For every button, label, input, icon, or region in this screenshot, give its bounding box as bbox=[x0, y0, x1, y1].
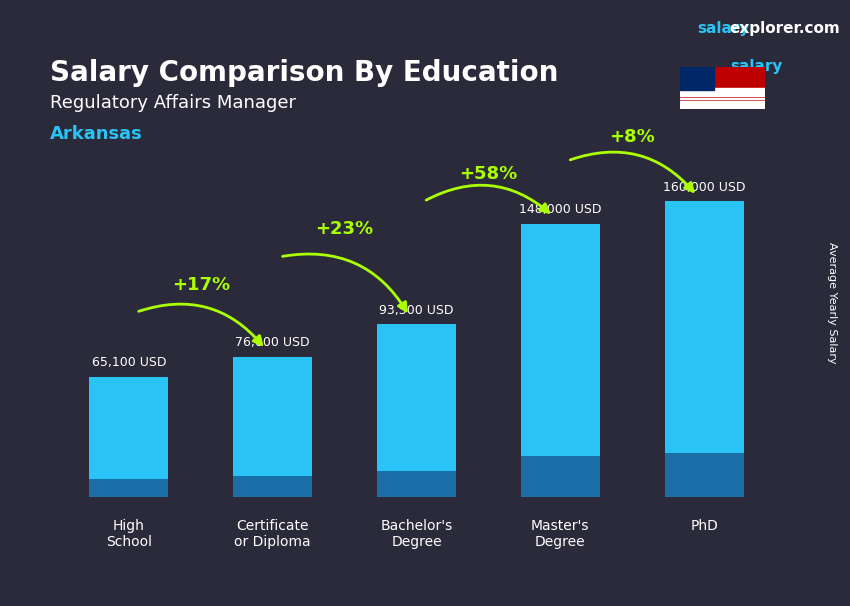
Bar bbox=[89, 479, 168, 497]
Text: 76,000 USD: 76,000 USD bbox=[235, 336, 310, 349]
Text: +23%: +23% bbox=[315, 220, 374, 238]
Bar bbox=[680, 91, 765, 93]
Text: explorer.com: explorer.com bbox=[729, 21, 840, 36]
Text: Arkansas: Arkansas bbox=[50, 125, 143, 142]
Text: Certificate
or Diploma: Certificate or Diploma bbox=[235, 519, 311, 549]
Text: +17%: +17% bbox=[172, 276, 230, 293]
Text: Regulatory Affairs Manager: Regulatory Affairs Manager bbox=[50, 93, 296, 112]
Text: 148,000 USD: 148,000 USD bbox=[519, 203, 602, 216]
Bar bbox=[233, 476, 312, 497]
Text: +8%: +8% bbox=[609, 128, 655, 146]
Bar bbox=[233, 356, 312, 497]
Text: Bachelor's
Degree: Bachelor's Degree bbox=[381, 519, 452, 549]
Text: Salary Comparison By Education: Salary Comparison By Education bbox=[50, 59, 558, 87]
Bar bbox=[665, 453, 744, 497]
Bar bbox=[521, 224, 600, 497]
Text: High
School: High School bbox=[105, 519, 152, 549]
Bar bbox=[377, 324, 456, 497]
Bar bbox=[665, 201, 744, 497]
Text: +58%: +58% bbox=[459, 165, 518, 183]
Text: 93,500 USD: 93,500 USD bbox=[379, 304, 454, 317]
Text: 160,000 USD: 160,000 USD bbox=[663, 181, 745, 194]
Bar bbox=[680, 98, 765, 99]
Text: PhD: PhD bbox=[690, 519, 718, 533]
Bar bbox=[680, 88, 765, 90]
Bar bbox=[680, 67, 714, 90]
Text: salary: salary bbox=[731, 59, 783, 74]
Bar bbox=[680, 107, 765, 109]
Text: salary: salary bbox=[697, 21, 750, 36]
Bar bbox=[89, 377, 168, 497]
Text: 65,100 USD: 65,100 USD bbox=[92, 356, 166, 369]
Bar bbox=[680, 101, 765, 102]
Text: Master's
Degree: Master's Degree bbox=[531, 519, 590, 549]
Text: Average Yearly Salary: Average Yearly Salary bbox=[827, 242, 837, 364]
Bar bbox=[680, 95, 765, 96]
Bar bbox=[521, 456, 600, 497]
Bar bbox=[680, 104, 765, 106]
Bar bbox=[377, 471, 456, 497]
